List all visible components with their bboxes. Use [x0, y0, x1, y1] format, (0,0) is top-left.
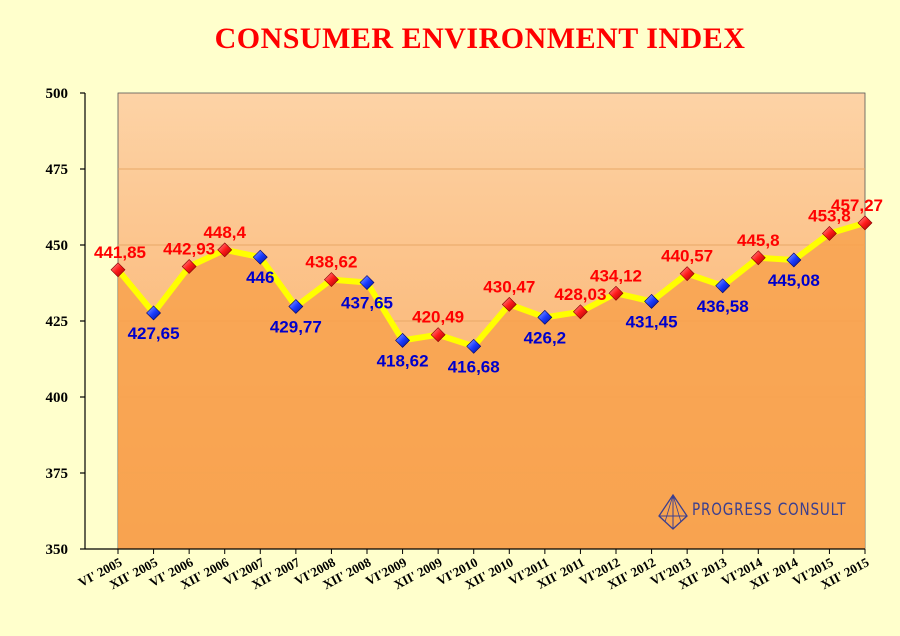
data-label: 431,45: [626, 312, 678, 331]
data-point-marker: [679, 266, 695, 282]
data-point-marker: [359, 275, 375, 290]
y-tick-label: 500: [46, 86, 69, 102]
data-label: 445,8: [737, 231, 780, 250]
data-point-marker: [786, 252, 802, 268]
y-tick-label: 400: [46, 390, 69, 406]
data-point-marker: [857, 215, 873, 231]
data-label: 437,65: [341, 294, 393, 313]
data-label: 442,93: [163, 239, 215, 258]
data-point-marker: [573, 304, 588, 320]
data-point-marker: [430, 327, 446, 343]
chart-title: CONSUMER ENVIRONMENT INDEX: [214, 22, 746, 55]
data-label: 434,12: [590, 266, 642, 285]
data-label: 440,57: [661, 247, 713, 266]
data-label: 428,03: [554, 285, 606, 304]
data-label: 457,27: [831, 196, 883, 215]
progress-consult-logo: PROGRESS CONSULT: [656, 492, 856, 532]
data-label: 416,68: [448, 357, 500, 376]
data-point-marker: [750, 250, 766, 266]
data-label: 426,2: [524, 328, 567, 347]
data-label: 418,62: [377, 351, 429, 370]
data-point-marker: [466, 338, 482, 354]
data-point-marker: [715, 278, 731, 294]
data-point-marker: [217, 242, 233, 258]
data-point-marker: [608, 285, 624, 301]
y-tick-label: 350: [46, 542, 69, 558]
data-point-marker: [395, 332, 410, 348]
data-label: 446: [246, 268, 274, 287]
series-line: [115, 220, 866, 350]
data-point-marker: [252, 249, 268, 265]
data-point-marker: [501, 296, 517, 312]
data-label: 445,08: [768, 271, 820, 290]
data-point-marker: [644, 293, 659, 309]
data-label: 430,47: [483, 277, 535, 296]
data-label: 420,49: [412, 308, 464, 327]
data-point-marker: [822, 226, 837, 241]
data-point-marker: [146, 305, 161, 321]
data-point-marker: [110, 262, 126, 278]
y-tick-label: 475: [46, 162, 69, 178]
data-label: 436,58: [697, 297, 749, 316]
data-label: 427,65: [128, 324, 180, 343]
pyramid-logo-icon: [658, 493, 688, 530]
data-point-marker: [324, 272, 339, 288]
data-point-marker: [181, 259, 197, 274]
area-fill: [118, 222, 865, 549]
logo-text: PROGRESS CONSULT: [692, 500, 847, 520]
data-label: 441,85: [94, 243, 146, 262]
y-tick-label: 425: [46, 314, 69, 330]
y-tick-label: 375: [46, 466, 69, 482]
data-point-marker: [537, 309, 553, 325]
data-point-marker: [288, 299, 304, 314]
y-tick-label: 450: [46, 238, 69, 254]
data-label: 453,8: [808, 206, 851, 225]
data-label: 448,4: [203, 223, 246, 242]
data-label: 438,62: [305, 253, 357, 272]
data-label: 429,77: [270, 317, 322, 336]
